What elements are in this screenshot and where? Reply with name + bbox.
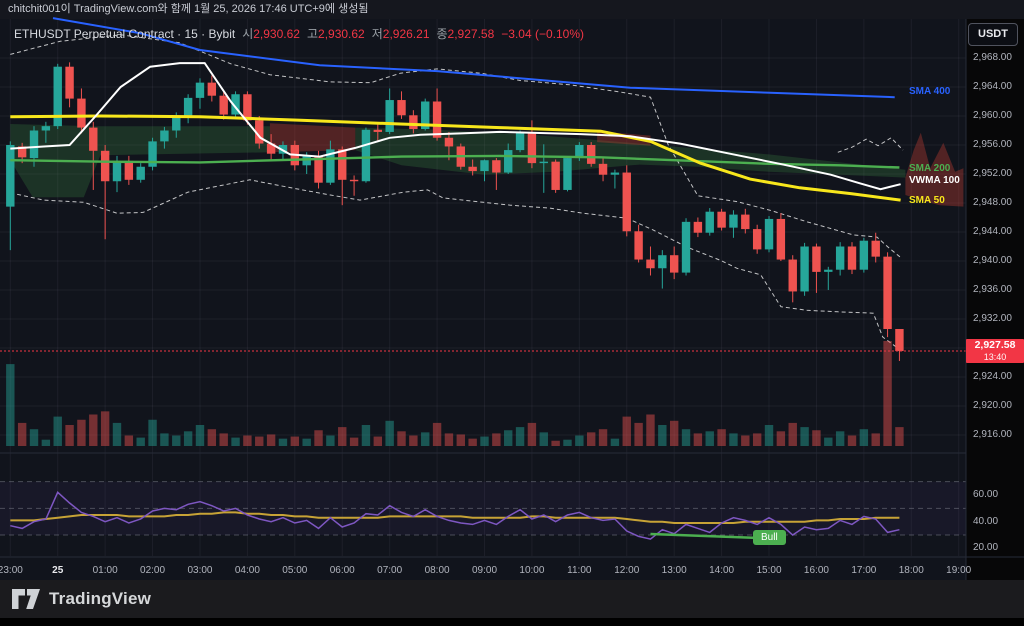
- tradingview-logo-icon: [12, 589, 40, 609]
- time-tick: 06:00: [329, 565, 355, 576]
- time-tick: 10:00: [519, 565, 545, 576]
- time-tick: 25: [52, 565, 64, 576]
- price-tick: 2,956.00: [973, 139, 1012, 150]
- bar-countdown: 13:40: [983, 352, 1007, 362]
- time-tick: 07:00: [377, 565, 403, 576]
- sma50-label: SMA 50: [909, 195, 945, 206]
- price-tick: 2,920.00: [973, 400, 1012, 411]
- time-tick: 12:00: [614, 565, 640, 576]
- attribution-text: chitchit001이 TradingView.com와 함께 1월 25, …: [8, 3, 369, 15]
- time-tick: 04:00: [234, 565, 260, 576]
- sma200-label: SMA 200: [909, 163, 951, 174]
- rsi-tick: 60.00: [973, 489, 999, 500]
- high-value: 2,930.62: [318, 27, 365, 41]
- time-tick: 09:00: [471, 565, 498, 576]
- low-value: 2,926.21: [382, 27, 430, 41]
- price-tick: 2,924.00: [973, 371, 1012, 382]
- price-axis[interactable]: [966, 19, 1024, 580]
- time-tick: 08:00: [424, 565, 450, 576]
- chart-canvas[interactable]: [0, 19, 966, 580]
- close-value: 2,927.58: [447, 27, 495, 41]
- bull-divergence-badge: Bull: [753, 530, 786, 545]
- low-label: 저: [371, 27, 383, 41]
- time-tick: 05:00: [282, 565, 308, 576]
- rsi-tick: 20.00: [973, 542, 999, 554]
- vwma100-label: VWMA 100: [909, 175, 960, 186]
- time-tick: 19:00: [946, 565, 972, 576]
- rsi-tick: 40.00: [973, 515, 999, 527]
- price-tick: 2,952.00: [973, 168, 1012, 179]
- time-tick: 17:00: [851, 565, 877, 576]
- open-value: 2,930.62: [253, 27, 300, 41]
- high-label: 고: [306, 27, 319, 41]
- price-tick: 2,944.00: [973, 226, 1012, 237]
- last-price-value: 2,927.58: [974, 339, 1016, 351]
- price-tick: 2,948.00: [973, 197, 1012, 208]
- attribution-bar: chitchit001이 TradingView.com와 함께 1월 25, …: [0, 0, 1024, 19]
- footer-black-strip: [0, 618, 1024, 626]
- price-tick: 2,940.00: [973, 255, 1012, 266]
- price-tick: 2,936.00: [973, 284, 1012, 295]
- open-label: 시: [242, 27, 254, 41]
- last-price-tag[interactable]: 2,927.58 13:40: [966, 339, 1024, 363]
- price-tick: 2,960.00: [973, 110, 1012, 121]
- tradingview-logo[interactable]: TradingView: [12, 589, 151, 609]
- time-tick: 13:00: [661, 565, 687, 576]
- tradingview-brand-text: TradingView: [49, 589, 152, 608]
- time-tick: 15:00: [756, 565, 782, 576]
- time-tick: 14:00: [709, 565, 735, 576]
- price-tick: 2,964.00: [973, 81, 1012, 92]
- time-tick: 16:00: [803, 565, 829, 576]
- change-value: −3.04 (−0.10%): [501, 27, 584, 41]
- time-tick: 11:00: [567, 565, 592, 576]
- time-tick: 02:00: [140, 565, 166, 576]
- currency-unit-button[interactable]: USDT: [968, 23, 1018, 46]
- close-label: 종: [436, 27, 448, 41]
- symbol-title[interactable]: ETHUSDT Perpetual Contract · 15 · Bybit: [14, 27, 236, 41]
- time-tick: 23:00: [0, 565, 23, 576]
- chart-legend[interactable]: ETHUSDT Perpetual Contract · 15 · Bybit 시…: [14, 25, 584, 42]
- price-tick: 2,916.00: [973, 429, 1012, 440]
- time-tick: 01:00: [92, 565, 118, 576]
- sma400-label: SMA 400: [909, 86, 951, 97]
- price-tick: 2,968.00: [973, 52, 1012, 63]
- time-tick: 18:00: [898, 565, 924, 576]
- price-tick: 2,932.00: [973, 313, 1012, 324]
- time-tick: 03:00: [187, 565, 213, 576]
- footer-bar: TradingView: [0, 580, 1024, 618]
